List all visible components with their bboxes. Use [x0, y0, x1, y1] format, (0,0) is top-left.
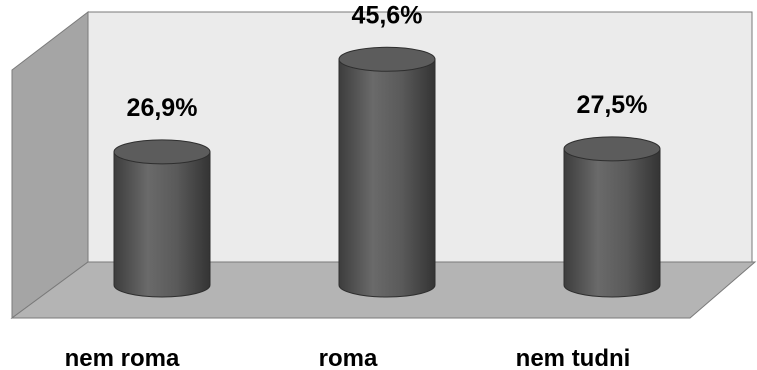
cylinder-top — [338, 46, 436, 72]
category-labels: nem roma roma nem tudni — [65, 345, 631, 370]
category-label: nem tudni — [516, 345, 631, 370]
data-label: 27,5% — [577, 91, 648, 119]
cylinder-bar — [113, 139, 211, 298]
data-label: 45,6% — [352, 1, 423, 29]
cylinder-top — [563, 136, 661, 162]
cylinder-bar — [563, 136, 661, 298]
cylinder-body — [563, 148, 661, 298]
category-label: nem roma — [65, 345, 180, 370]
category-label: roma — [319, 345, 378, 370]
cylinder-body — [113, 151, 211, 298]
cylinder-top — [113, 139, 211, 165]
chart-bars: 26,9% 45,6% 27,5% — [113, 1, 661, 298]
cylinder-body — [338, 58, 436, 298]
data-label: 26,9% — [127, 94, 198, 122]
cylinder-bar — [338, 46, 436, 298]
